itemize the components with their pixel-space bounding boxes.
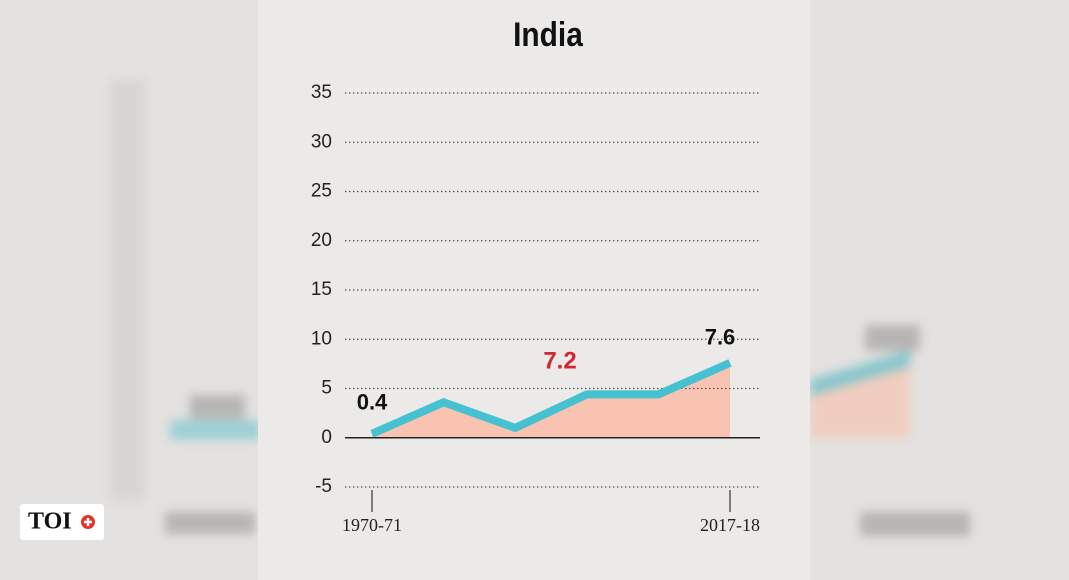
y-tick-label: 5 <box>321 378 332 399</box>
y-tick-label: 20 <box>311 230 332 251</box>
y-tick-label: 30 <box>311 131 332 152</box>
y-tick-label: 35 <box>311 82 332 103</box>
line <box>370 359 732 438</box>
y-tick-label: 25 <box>311 181 332 202</box>
y-tick-label: -5 <box>315 476 332 497</box>
y-tick-label: 0 <box>321 427 332 448</box>
logo-plus <box>84 518 92 526</box>
blurred-background <box>110 80 970 536</box>
chart-title: India <box>513 15 584 53</box>
data-label: 7.6 <box>705 325 736 350</box>
data-label: 0.4 <box>357 390 388 415</box>
area <box>372 362 730 438</box>
y-tick-label: 10 <box>311 328 332 349</box>
y-tick-label: 15 <box>311 279 332 300</box>
x-tick-label: 1970-71 <box>342 515 402 535</box>
x-tick-label: 2017-18 <box>700 515 760 535</box>
logo: TOI <box>28 509 72 535</box>
annotation: 7.2 <box>543 347 576 374</box>
logo-box <box>20 504 104 540</box>
